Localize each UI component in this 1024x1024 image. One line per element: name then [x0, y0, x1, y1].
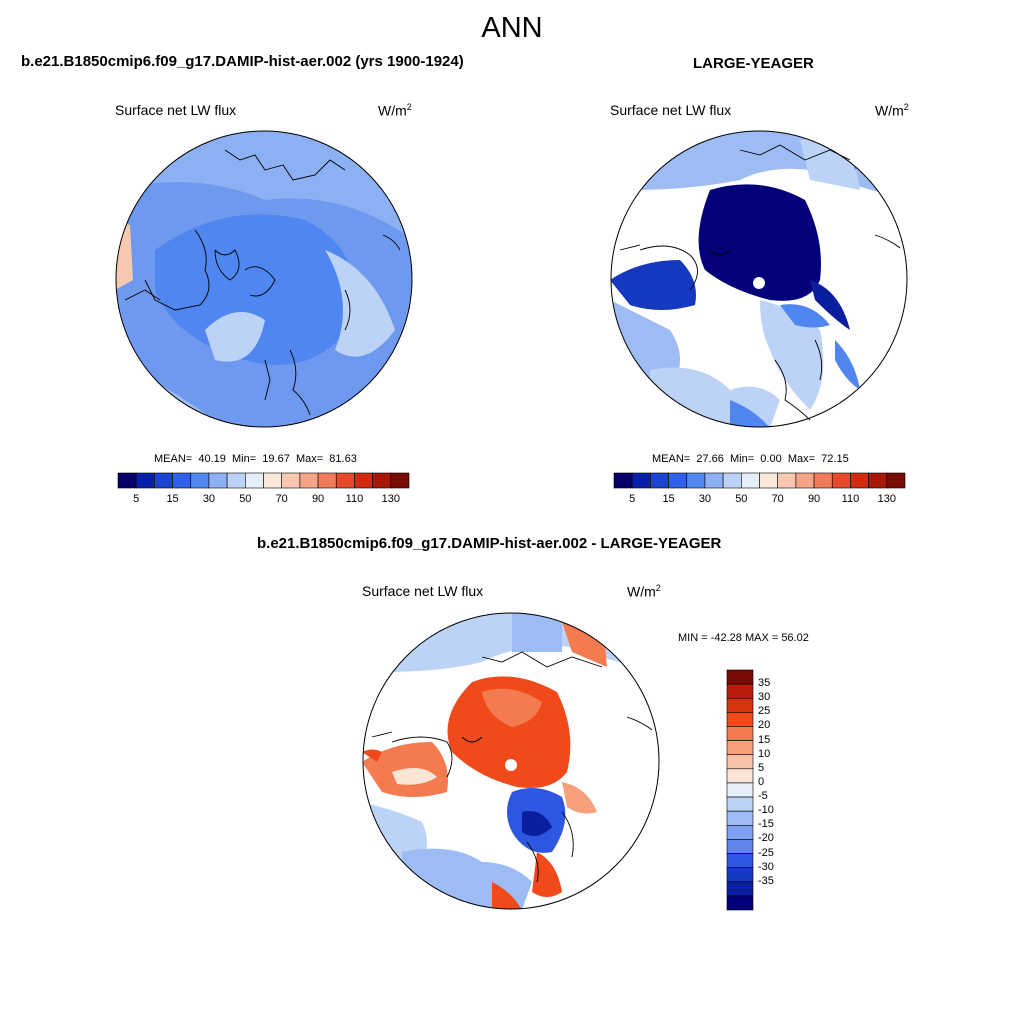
left-colorbar-box [317, 472, 337, 489]
right-colorbar-box [722, 472, 742, 489]
bottom-colorbar-box [726, 726, 754, 741]
bottom-colorbar-tick-label: 35 [758, 677, 771, 690]
bottom-colorbar-tick-label: -25 [758, 846, 774, 859]
left-colorbar-tick-label: 5 [133, 493, 140, 505]
bottom-polar-map [362, 612, 660, 910]
left-colorbar-tick-label: 30 [202, 493, 216, 505]
bottom-colorbar-tick-label: 0 [758, 775, 765, 788]
bottom-colorbar-tick-label: -15 [758, 818, 774, 831]
left-colorbar-box [263, 472, 282, 489]
left-colorbar-box [208, 472, 228, 489]
right-colorbar-box [850, 472, 869, 489]
bottom-colorbar-box [726, 683, 754, 699]
left-units-label: W/m2 [378, 102, 412, 119]
right-case-title: LARGE-YEAGER [693, 55, 814, 72]
left-colorbar-box [390, 472, 410, 489]
left-colorbar-box [190, 472, 210, 489]
bottom-colorbar-tick-label: 20 [758, 719, 771, 732]
right-colorbar-box [831, 472, 851, 489]
bottom-colorbar-box [726, 853, 754, 868]
bottom-colorbar-box [726, 782, 754, 798]
bottom-colorbar [726, 669, 754, 911]
bottom-colorbar-tick-label: 15 [758, 733, 771, 746]
right-colorbar-tick-label: 70 [771, 493, 784, 505]
right-colorbar-box [813, 472, 833, 489]
right-colorbar [613, 472, 906, 489]
right-polar-map [610, 130, 908, 428]
bottom-colorbar-tick-label: 10 [758, 747, 771, 760]
bottom-colorbar-box [726, 754, 754, 770]
right-colorbar-box [795, 472, 815, 489]
bottom-stats: MIN = -42.28 MAX = 56.02 [678, 632, 809, 644]
left-colorbar-tick-label: 90 [311, 493, 325, 505]
bottom-colorbar-tick-label: 30 [758, 691, 771, 704]
left-colorbar-box [245, 472, 264, 489]
right-colorbar-box [650, 472, 669, 489]
bottom-colorbar-tick-label: -10 [758, 804, 774, 817]
right-colorbar-box [668, 472, 688, 489]
left-colorbar-box [226, 472, 246, 489]
bottom-colorbar-box [726, 839, 754, 854]
left-colorbar-box [281, 472, 301, 489]
right-stats: MEAN= 27.66 Min= 0.00 Max= 72.15 [652, 453, 849, 465]
bottom-units-label: W/m2 [627, 583, 661, 600]
right-colorbar-box [686, 472, 706, 489]
bottom-case-title: b.e21.B1850cmip6.f09_g17.DAMIP-hist-aer.… [257, 535, 722, 552]
right-colorbar-tick-label: 50 [735, 493, 748, 505]
right-units-label: W/m2 [875, 102, 909, 119]
right-colorbar-tick-label: 5 [629, 493, 636, 505]
figure-title: ANN [481, 12, 543, 44]
left-colorbar-box [335, 472, 355, 489]
right-colorbar-box [613, 472, 633, 489]
bottom-colorbar-tick-label: 5 [758, 761, 765, 774]
right-variable-label: Surface net LW flux [610, 102, 732, 118]
bottom-colorbar-box [726, 697, 754, 713]
left-colorbar-tick-label: 110 [345, 493, 364, 505]
bottom-colorbar-box [726, 740, 754, 756]
bottom-colorbar-box [726, 881, 754, 897]
bottom-colorbar-box [726, 867, 754, 883]
right-colorbar-box [741, 472, 760, 489]
bottom-colorbar-box [726, 796, 754, 812]
right-colorbar-box [704, 472, 724, 489]
left-colorbar-tick-label: 70 [275, 493, 288, 505]
left-colorbar-tick-label: 15 [166, 493, 179, 505]
right-colorbar-tick-label: 130 [877, 493, 896, 505]
right-colorbar-box [631, 472, 651, 489]
left-colorbar-tick-label: 130 [381, 493, 400, 505]
bottom-colorbar-box [726, 768, 754, 784]
bottom-colorbar-tick-label: -35 [758, 874, 774, 887]
right-colorbar-box [759, 472, 778, 489]
right-colorbar-tick-label: 110 [841, 493, 860, 505]
bottom-colorbar-tick-label: 25 [758, 705, 771, 718]
left-variable-label: Surface net LW flux [115, 102, 237, 118]
left-colorbar-box [117, 472, 137, 489]
right-colorbar-tick-label: 15 [662, 493, 675, 505]
bottom-colorbar-box [726, 895, 754, 911]
bottom-colorbar-tick-label: -30 [758, 860, 774, 873]
bottom-colorbar-tick-label: -5 [758, 790, 768, 803]
right-colorbar-tick-label: 30 [698, 493, 712, 505]
left-colorbar-box [354, 472, 373, 489]
right-colorbar-box [886, 472, 906, 489]
left-polar-map [115, 130, 413, 428]
left-stats: MEAN= 40.19 Min= 19.67 Max= 81.63 [154, 453, 357, 465]
left-colorbar-box [172, 472, 192, 489]
bottom-colorbar-box [726, 810, 754, 826]
left-colorbar-box [135, 472, 155, 489]
left-colorbar-box [299, 472, 319, 489]
bottom-variable-label: Surface net LW flux [362, 583, 484, 599]
right-colorbar-box [868, 472, 888, 489]
left-colorbar-box [372, 472, 392, 489]
bottom-colorbar-box [726, 824, 754, 840]
right-colorbar-tick-label: 90 [807, 493, 821, 505]
bottom-colorbar-tick-label: -20 [758, 832, 774, 845]
bottom-colorbar-box [726, 669, 754, 685]
bottom-colorbar-box [726, 712, 754, 727]
left-colorbar-box [154, 472, 173, 489]
right-colorbar-box [777, 472, 797, 489]
left-colorbar-tick-label: 50 [239, 493, 252, 505]
left-colorbar [117, 472, 410, 489]
left-case-title: b.e21.B1850cmip6.f09_g17.DAMIP-hist-aer.… [21, 53, 464, 70]
